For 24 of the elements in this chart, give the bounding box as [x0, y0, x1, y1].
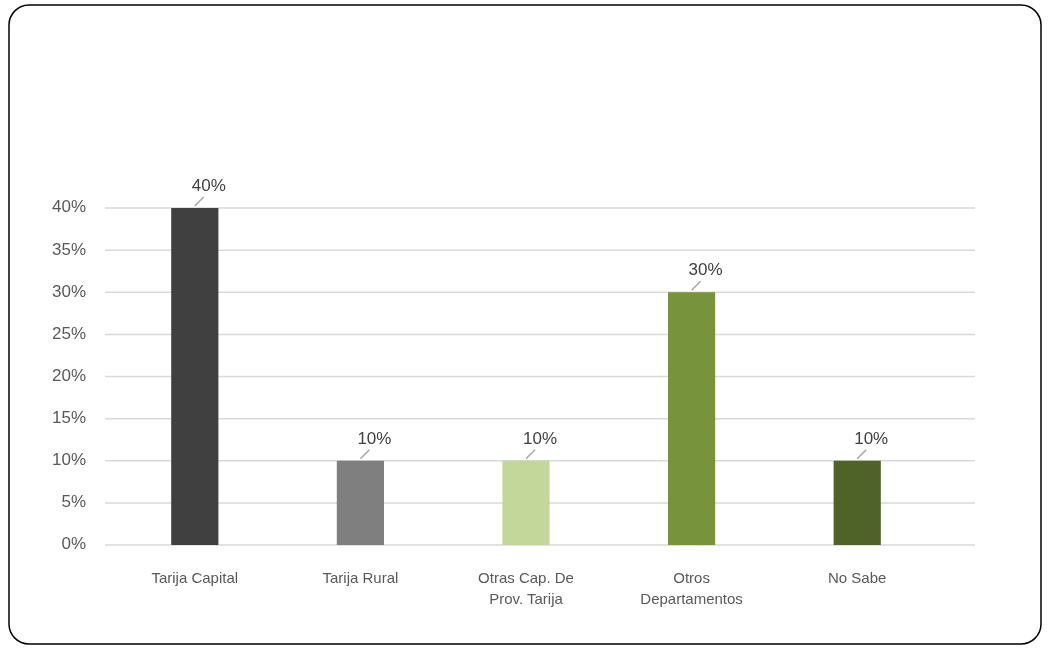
x-tick-label: Tarija Rural: [322, 569, 399, 586]
data-label: 10%: [522, 428, 558, 448]
y-tick-label: 10%: [51, 450, 86, 470]
data-label: 40%: [191, 176, 226, 195]
data-label: 30%: [688, 260, 723, 280]
x-tick-label: No Sabe: [828, 569, 887, 586]
data-label: 10%: [854, 428, 889, 448]
x-tick-label: Otras Cap. De Prov. Tarija: [478, 569, 574, 607]
y-tick-label: 40%: [51, 197, 86, 217]
data-label: 10%: [357, 428, 392, 448]
bar: [171, 208, 219, 545]
bar: [668, 292, 716, 545]
x-tick-label: Tarija Capital: [151, 569, 239, 586]
y-tick-label: 15%: [51, 408, 86, 428]
y-tick-label: 25%: [51, 323, 86, 343]
bar: [502, 460, 550, 545]
y-tick-label: 35%: [51, 239, 86, 259]
y-tick-label: 5%: [61, 492, 86, 512]
x-tick-label: Otros Departamentos: [640, 569, 743, 607]
bar: [336, 460, 384, 545]
y-tick-label: 30%: [51, 281, 86, 301]
bar: [833, 460, 881, 545]
y-tick-label: 20%: [51, 365, 86, 385]
y-tick-label: 0%: [61, 534, 86, 554]
